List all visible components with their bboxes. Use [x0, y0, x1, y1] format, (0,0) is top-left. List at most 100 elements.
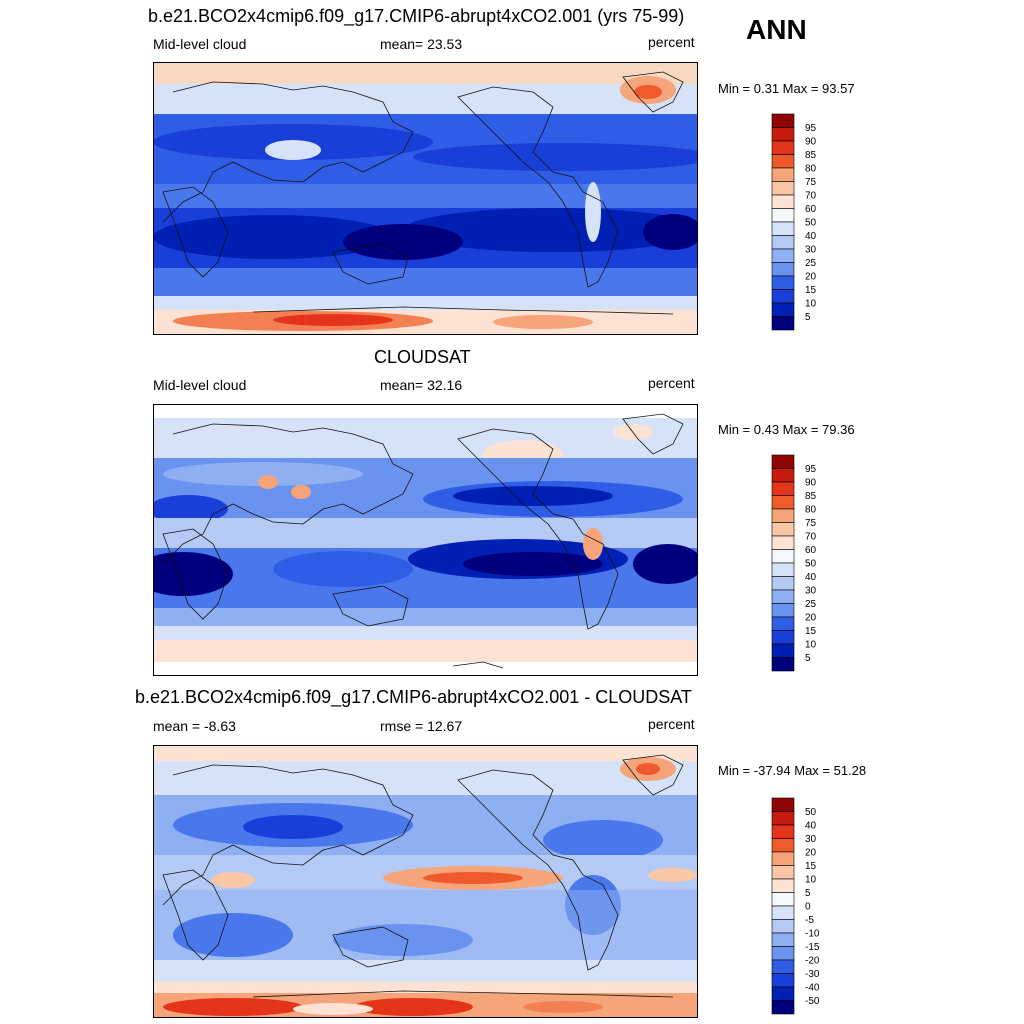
colorbar-tick-label: 30 — [805, 586, 817, 597]
colorbar-tick-label: 5 — [805, 888, 811, 899]
colorbar-box — [771, 275, 795, 290]
panel1-map — [153, 62, 698, 335]
colorbar-tick-label: 40 — [805, 821, 817, 832]
colorbar-box — [771, 576, 795, 591]
colorbar-tick-label: 10 — [805, 875, 817, 886]
colorbar-box — [771, 181, 795, 196]
colorbar-tick-label: 75 — [805, 177, 817, 188]
colorbar-tick-label: -10 — [805, 929, 820, 940]
colorbar-tick-label: 10 — [805, 640, 817, 651]
colorbar-box — [771, 481, 795, 496]
colorbar-tick-label: 20 — [805, 848, 817, 859]
colorbar-tick-label: -50 — [805, 996, 820, 1007]
panel2-mean-label: mean= 32.16 — [380, 377, 463, 393]
colorbar-tick-label: 85 — [805, 150, 817, 161]
colorbar-box — [771, 892, 795, 907]
colorbar-tick-label: 70 — [805, 191, 817, 202]
colorbar-box — [771, 643, 795, 658]
colorbar-tick-label: 70 — [805, 532, 817, 543]
colorbar-box — [771, 973, 795, 988]
colorbar-box — [771, 289, 795, 304]
colorbar-tick-label: 25 — [805, 258, 817, 269]
panel3-minmax-label: Min = -37.94 Max = 51.28 — [718, 763, 867, 778]
colorbar-box — [771, 140, 795, 155]
panel1-colorbar: 95 90 85 80 75 70 60 50 40 30 25 20 15 10 5 — [771, 113, 817, 331]
colorbar-box — [771, 316, 795, 331]
colorbar-box — [771, 603, 795, 618]
colorbar-tick-label: 50 — [805, 559, 817, 570]
colorbar-box — [771, 194, 795, 209]
colorbar-tick-label: 90 — [805, 478, 817, 489]
panel2-units-label: percent — [648, 375, 695, 391]
panel1-mean-label: mean= 23.53 — [380, 36, 463, 52]
colorbar-tick-label: -15 — [805, 942, 820, 953]
colorbar-tick-label: -30 — [805, 969, 820, 980]
colorbar-tick-label: 80 — [805, 505, 817, 516]
colorbar-tick-label: -20 — [805, 956, 820, 967]
colorbar-tick-label: 50 — [805, 218, 817, 229]
colorbar-tick-label: 30 — [805, 834, 817, 845]
colorbar-box — [771, 851, 795, 866]
colorbar-tick-label: 75 — [805, 518, 817, 529]
panel1-minmax-label: Min = 0.31 Max = 93.57 — [718, 81, 855, 96]
colorbar-box — [771, 824, 795, 839]
colorbar-box — [771, 838, 795, 853]
season-label: ANN — [746, 14, 807, 45]
panel2-variable-label: Mid-level cloud — [153, 377, 247, 393]
colorbar-box — [771, 865, 795, 880]
colorbar-box — [771, 549, 795, 564]
colorbar-box — [771, 468, 795, 483]
colorbar-box — [771, 919, 795, 934]
colorbar-box — [771, 905, 795, 920]
colorbar-tick-label: 15 — [805, 861, 817, 872]
colorbar-tick-label: 60 — [805, 545, 817, 556]
colorbar-tick-label: 5 — [805, 653, 811, 664]
colorbar-box — [771, 535, 795, 550]
colorbar-tick-label: 95 — [805, 464, 817, 475]
panel1-units-label: percent — [648, 34, 695, 50]
colorbar-box — [771, 1000, 795, 1015]
colorbar-box — [771, 127, 795, 142]
colorbar-box — [771, 454, 795, 469]
colorbar-box — [771, 522, 795, 537]
colorbar-tick-label: 80 — [805, 164, 817, 175]
colorbar-box — [771, 959, 795, 974]
colorbar-tick-label: 20 — [805, 272, 817, 283]
colorbar-tick-label: 30 — [805, 245, 817, 256]
colorbar-tick-label: 40 — [805, 572, 817, 583]
colorbar-box — [771, 657, 795, 672]
colorbar-box — [771, 797, 795, 812]
panel2-map — [153, 404, 698, 676]
colorbar-box — [771, 946, 795, 961]
colorbar-box — [771, 154, 795, 169]
panel3-rmse-label: rmse = 12.67 — [380, 718, 463, 734]
colorbar-box — [771, 495, 795, 510]
colorbar-tick-label: 20 — [805, 613, 817, 624]
colorbar-tick-label: 60 — [805, 204, 817, 215]
colorbar-box — [771, 630, 795, 645]
colorbar-tick-label: 10 — [805, 299, 817, 310]
colorbar-tick-label: -5 — [805, 915, 814, 926]
colorbar-box — [771, 302, 795, 317]
colorbar-box — [771, 986, 795, 1001]
colorbar-box — [771, 589, 795, 604]
panel3-mean-label: mean = -8.63 — [153, 718, 236, 734]
panel2-title: CLOUDSAT — [374, 347, 471, 367]
colorbar-box — [771, 508, 795, 523]
panel2-colorbar: 95 90 85 80 75 70 60 50 40 30 25 20 15 10 5 — [771, 454, 817, 672]
panel3-title: b.e21.BCO2x4cmip6.f09_g17.CMIP6-abrupt4x… — [135, 687, 692, 707]
colorbar-tick-label: 50 — [805, 807, 817, 818]
colorbar-tick-label: 15 — [805, 285, 817, 296]
colorbar-tick-label: 5 — [805, 312, 811, 323]
panel3-map — [153, 745, 698, 1018]
colorbar-box — [771, 616, 795, 631]
colorbar-tick-label: -40 — [805, 983, 820, 994]
colorbar-tick-label: 25 — [805, 599, 817, 610]
colorbar-tick-label: 40 — [805, 231, 817, 242]
colorbar-box — [771, 262, 795, 277]
colorbar-box — [771, 932, 795, 947]
panel1-title: b.e21.BCO2x4cmip6.f09_g17.CMIP6-abrupt4x… — [148, 6, 685, 26]
colorbar-tick-label: 85 — [805, 491, 817, 502]
colorbar-tick-label: 0 — [805, 902, 811, 913]
